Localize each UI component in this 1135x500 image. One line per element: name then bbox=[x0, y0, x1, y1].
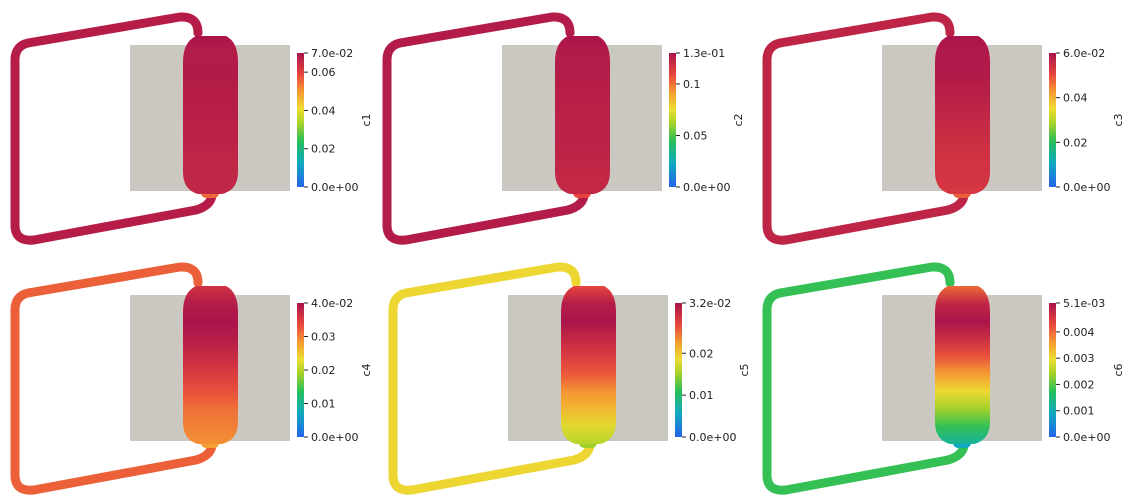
panel-c1: 7.0e-02 0.06 0.04 0.02 0.0e+00 c1 bbox=[10, 12, 373, 245]
colorbar-tick-label: 7.0e-02 bbox=[311, 47, 353, 60]
colorbar-tick-label: 0.0e+00 bbox=[1063, 431, 1110, 444]
loop-pipe bbox=[10, 12, 217, 245]
colorbar-tick-label: 0.01 bbox=[311, 398, 336, 411]
colorbar-title: c2 bbox=[732, 113, 745, 126]
colorbar-tick-label: 0.02 bbox=[311, 143, 336, 156]
colorbar-tick-label: 0.0e+00 bbox=[683, 181, 730, 194]
colorbar-tick-label: 0.04 bbox=[1063, 92, 1088, 105]
colorbar-tick-label: 0.1 bbox=[683, 78, 701, 91]
panel-c6: 5.1e-03 0.004 0.003 0.002 0.001 0.0e+00 c6 bbox=[762, 262, 1125, 495]
colorbar bbox=[1049, 303, 1056, 437]
colorbar-tick-label: 0.05 bbox=[683, 129, 708, 142]
colorbar-tick-label: 6.0e-02 bbox=[1063, 47, 1105, 60]
panel-c3: 6.0e-02 0.04 0.02 0.0e+00 c3 bbox=[762, 12, 1125, 245]
colorbar bbox=[297, 53, 304, 187]
panels: 7.0e-02 0.06 0.04 0.02 0.0e+00 c1 1.3e-01 0.1 0.… bbox=[10, 12, 1125, 495]
colorbar-tick-label: 0.001 bbox=[1063, 405, 1095, 418]
colorbar-tick-label: 0.06 bbox=[311, 66, 336, 79]
colorbar bbox=[1049, 53, 1056, 187]
colorbar-tick-label: 0.002 bbox=[1063, 378, 1095, 391]
panel-c4: 4.0e-02 0.03 0.02 0.01 0.0e+00 c4 bbox=[10, 262, 373, 495]
vessel-body bbox=[935, 36, 990, 194]
colorbar-tick-label: 0.0e+00 bbox=[311, 431, 358, 444]
colorbar-title: c3 bbox=[1112, 113, 1125, 126]
vessel-body bbox=[935, 286, 990, 444]
colorbar-title: c1 bbox=[360, 113, 373, 126]
colorbar-tick-label: 5.1e-03 bbox=[1063, 297, 1105, 310]
colorbar-tick-label: 0.003 bbox=[1063, 352, 1095, 365]
colorbar-tick-label: 0.02 bbox=[311, 364, 336, 377]
vessel-body bbox=[555, 36, 610, 194]
loop-pipe bbox=[382, 12, 589, 245]
colorbar-title: c4 bbox=[360, 363, 373, 376]
loop-pipe bbox=[10, 262, 217, 495]
loop-pipe bbox=[762, 12, 969, 245]
colorbar-tick-label: 0.04 bbox=[311, 104, 336, 117]
colorbar-tick-label: 0.03 bbox=[311, 331, 336, 344]
colorbar-tick-label: 0.02 bbox=[689, 347, 714, 360]
loop-pipe bbox=[762, 262, 969, 495]
vessel-body bbox=[183, 286, 238, 444]
colorbar-tick-label: 3.2e-02 bbox=[689, 297, 731, 310]
colorbar-tick-label: 1.3e-01 bbox=[683, 47, 725, 60]
colorbar-tick-label: 0.0e+00 bbox=[311, 181, 358, 194]
colorbar-title: c6 bbox=[1112, 363, 1125, 376]
colorbar-tick-label: 0.02 bbox=[1063, 136, 1088, 149]
colorbar-tick-label: 0.004 bbox=[1063, 326, 1095, 339]
colorbar-tick-label: 0.0e+00 bbox=[689, 431, 736, 444]
colorbar-title: c5 bbox=[738, 363, 751, 376]
vessel-body bbox=[561, 286, 616, 444]
colorbar bbox=[669, 53, 676, 187]
colorbar bbox=[675, 303, 682, 437]
colorbar bbox=[297, 303, 304, 437]
loop-pipe bbox=[388, 262, 595, 495]
colorbar-tick-label: 0.0e+00 bbox=[1063, 181, 1110, 194]
panel-c5: 3.2e-02 0.02 0.01 0.0e+00 c5 bbox=[388, 262, 751, 495]
colorbar-tick-label: 0.01 bbox=[689, 389, 714, 402]
panel-c2: 1.3e-01 0.1 0.05 0.0e+00 c2 bbox=[382, 12, 745, 245]
colorbar-tick-label: 4.0e-02 bbox=[311, 297, 353, 310]
vessel-body bbox=[183, 36, 238, 194]
